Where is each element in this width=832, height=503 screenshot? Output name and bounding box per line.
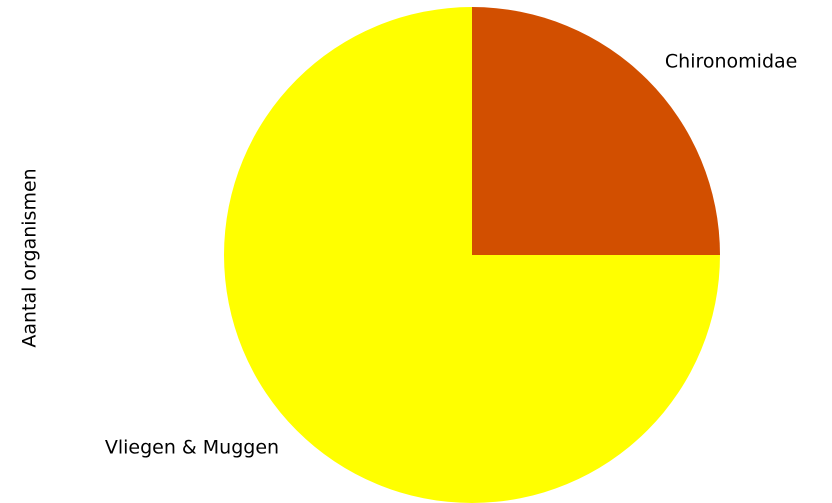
pie-slice-labels: Vliegen & Muggen Chironomidae [105, 51, 797, 459]
y-axis-label: Aantal organismen [19, 168, 41, 347]
pie-slice-chironomidae [472, 7, 720, 255]
pie-slices [224, 7, 720, 503]
slice-label-vliegen-and-muggen: Vliegen & Muggen [105, 436, 279, 458]
slice-label-chironomidae: Chironomidae [665, 51, 797, 73]
